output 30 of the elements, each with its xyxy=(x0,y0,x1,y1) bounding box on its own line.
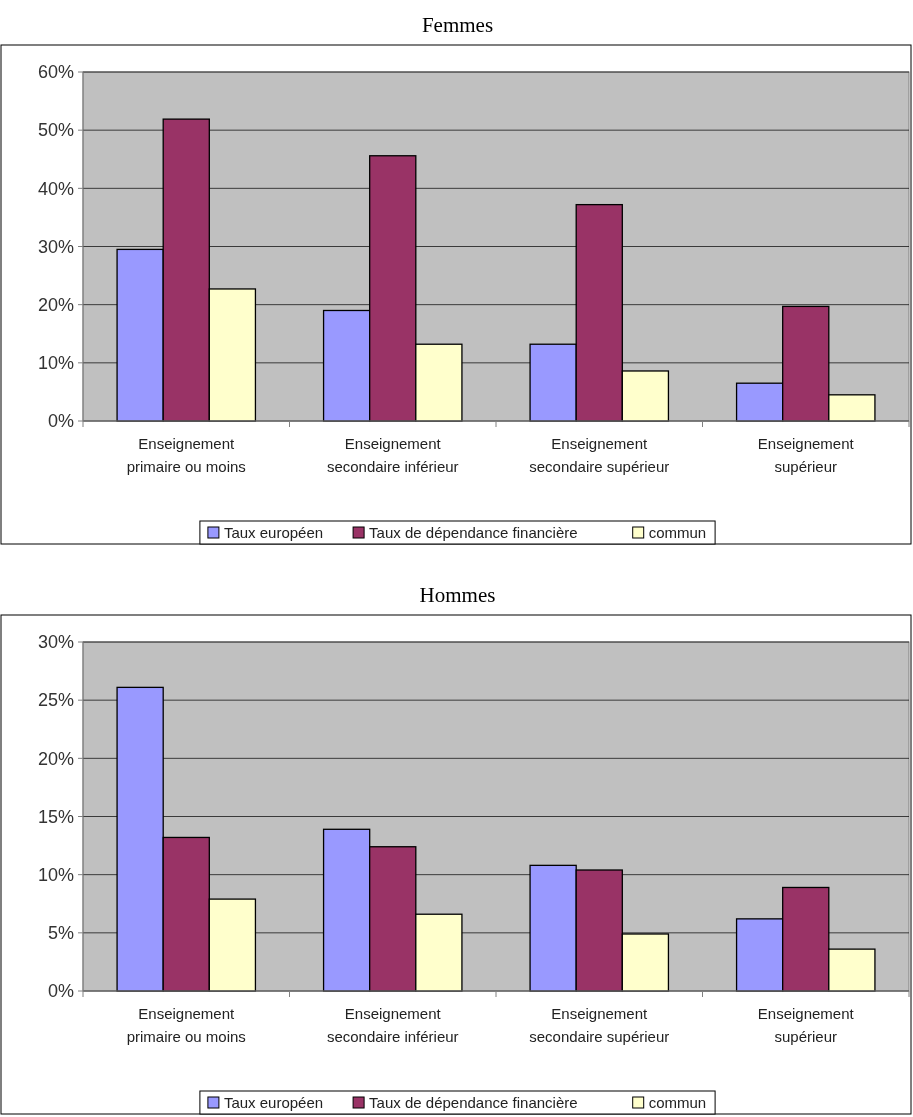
x-tick-label: Enseignement secondaire supérieur xyxy=(529,435,670,475)
legend-label: commun xyxy=(648,524,707,542)
legend-label: Taux de dépendance financière xyxy=(369,1094,578,1112)
y-tick-label: 10% xyxy=(37,864,74,885)
y-tick-label: 25% xyxy=(37,690,74,711)
y-tick-label: 30% xyxy=(37,236,74,257)
y-tick-label: 60% xyxy=(37,62,74,83)
x-tick-label: Enseignement supérieur xyxy=(757,435,855,475)
x-tick-label: Enseignement primaire ou moins xyxy=(126,435,246,475)
y-tick-label: 15% xyxy=(37,806,74,827)
x-tick-label: Enseignement primaire ou moins xyxy=(126,1005,246,1045)
y-tick-label: 0% xyxy=(47,981,74,1002)
legend-label: commun xyxy=(648,1094,707,1112)
y-tick-label: 20% xyxy=(37,294,74,315)
legend-label: Taux européen xyxy=(223,1094,324,1112)
y-tick-label: 20% xyxy=(37,748,74,769)
y-tick-label: 5% xyxy=(47,923,74,944)
y-tick-label: 50% xyxy=(37,120,74,141)
y-tick-label: 30% xyxy=(37,632,74,653)
legend-label: Taux de dépendance financière xyxy=(369,524,578,542)
x-tick-label: Enseignement supérieur xyxy=(757,1005,855,1045)
legend-label: Taux européen xyxy=(223,524,324,542)
y-tick-label: 40% xyxy=(37,178,74,199)
y-tick-label: 10% xyxy=(37,353,74,374)
x-tick-label: Enseignement secondaire inférieur xyxy=(326,435,459,475)
chart-title: Femmes xyxy=(421,13,494,37)
y-tick-label: 0% xyxy=(47,411,74,432)
chart-title: Hommes xyxy=(419,583,496,607)
x-tick-label: Enseignement secondaire inférieur xyxy=(326,1005,459,1045)
x-tick-label: Enseignement secondaire supérieur xyxy=(529,1005,670,1045)
